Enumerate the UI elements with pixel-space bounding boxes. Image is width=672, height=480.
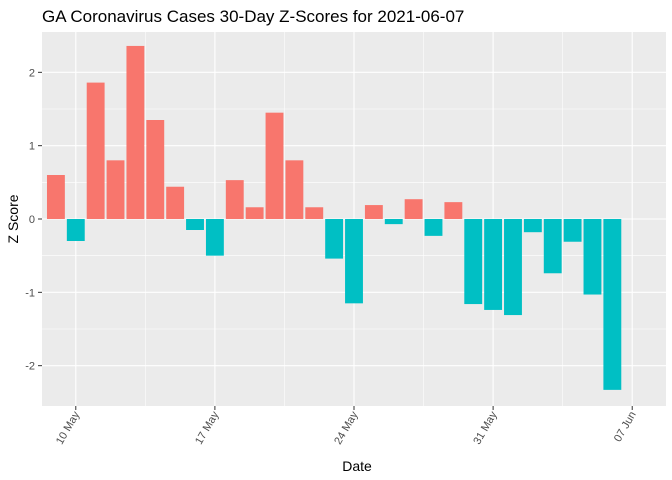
- bar-2021-05-22: [305, 207, 324, 219]
- y-tick-label: -1: [25, 287, 35, 299]
- bar-2021-05-25: [364, 205, 383, 219]
- bar-2021-05-24: [345, 219, 363, 304]
- x-axis: 10 May 17 May 24 May 31 May 07 Jun: [54, 406, 639, 447]
- x-tick-label: 17 May: [193, 409, 222, 447]
- bar-2021-06-01: [504, 219, 522, 316]
- bar-2021-05-27: [404, 199, 423, 219]
- bar-2021-06-04: [563, 219, 582, 242]
- bar-2021-05-21: [285, 160, 304, 219]
- bar-2021-05-26: [384, 219, 403, 225]
- bar-2021-06-05: [583, 219, 602, 295]
- bar-2021-05-29: [444, 202, 463, 219]
- bar-2021-05-31: [484, 219, 503, 310]
- x-tick-label: 10 May: [54, 409, 83, 447]
- chart-title: GA Coronavirus Cases 30-Day Z-Scores for…: [42, 7, 464, 26]
- bar-2021-05-11: [86, 82, 105, 219]
- bar-2021-06-03: [543, 219, 562, 274]
- bar-2021-05-19: [245, 207, 264, 219]
- bar-2021-05-23: [325, 219, 344, 259]
- y-tick-label: 2: [29, 67, 35, 79]
- x-tick-label: 24 May: [332, 409, 361, 447]
- bar-2021-05-20: [265, 112, 284, 219]
- y-tick-label: -2: [25, 361, 35, 373]
- bar-2021-05-10: [66, 219, 85, 241]
- bar-2021-05-18: [225, 180, 244, 219]
- x-tick-label: 07 Jun: [612, 410, 639, 445]
- x-axis-title: Date: [342, 458, 372, 474]
- bar-2021-05-15: [166, 186, 185, 219]
- bar-2021-05-28: [424, 219, 443, 236]
- bar-2021-06-02: [523, 219, 542, 233]
- y-tick-label: 1: [29, 141, 35, 153]
- y-axis-title: Z Score: [5, 194, 21, 243]
- x-tick-label: 31 May: [471, 409, 500, 447]
- bars: [46, 45, 622, 390]
- bar-2021-05-13: [126, 45, 145, 219]
- bar-2021-05-30: [464, 219, 483, 305]
- bar-2021-05-09: [46, 175, 65, 219]
- bar-2021-06-06: [603, 219, 622, 390]
- bar-2021-05-12: [106, 160, 125, 219]
- bar-2021-05-14: [146, 120, 165, 219]
- y-axis: -2 -1 0 1 2: [25, 67, 42, 373]
- y-tick-label: 0: [29, 214, 35, 226]
- bar-2021-05-17: [205, 219, 224, 256]
- bar-2021-05-16: [186, 219, 204, 230]
